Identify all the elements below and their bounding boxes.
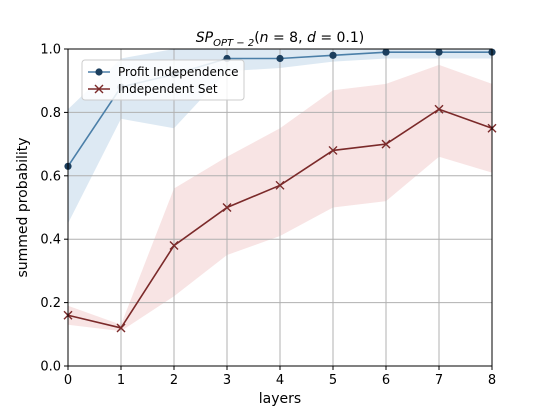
- x-tick-label-5: 5: [329, 373, 337, 388]
- x-tick-label-4: 4: [276, 373, 284, 388]
- point-series-0-7: [435, 48, 443, 56]
- legend-item-0: Profit Independence: [88, 65, 238, 79]
- x-tick-label-3: 3: [223, 373, 231, 388]
- point-series-1-4: [275, 180, 285, 190]
- y-tick-label-2: 0.4: [40, 233, 61, 248]
- legend-box: [81, 59, 245, 101]
- title-n-value: = 8,: [269, 30, 307, 46]
- chart-title: SPOPT − 2(n = 8, d = 0.1): [196, 30, 365, 49]
- axis-ticks: 0 1 2 3 4 5 6 7 8 0.0 0.2 0.4 0.6 0.8 1.0: [40, 43, 496, 389]
- x-axis-label: layers: [259, 391, 301, 407]
- legend-item-1: Independent Set: [88, 82, 218, 96]
- point-series-1-5: [328, 145, 338, 155]
- y-tick-label-3: 0.6: [40, 169, 61, 184]
- title-d-symbol: d: [307, 30, 316, 46]
- title-d-value: = 0.1): [316, 30, 364, 46]
- point-series-0-4: [276, 54, 284, 63]
- legend-label-1: Independent Set: [118, 82, 218, 96]
- x-tick-label-1: 1: [117, 373, 125, 388]
- x-tick-label-2: 2: [170, 373, 178, 388]
- title-n-symbol: n: [260, 30, 269, 46]
- point-series-0-6: [382, 48, 390, 56]
- point-series-0-5: [329, 51, 337, 59]
- title-open: (: [254, 30, 259, 46]
- y-tick-label-4: 0.8: [40, 106, 61, 121]
- x-tick-label-6: 6: [382, 373, 390, 388]
- point-series-1-6: [381, 139, 391, 149]
- point-series-1-2: [169, 241, 179, 251]
- x-tick-label-8: 8: [488, 373, 496, 388]
- point-series-1-3: [222, 203, 232, 212]
- point-series-1-1: [116, 323, 126, 333]
- y-axis-label: summed probability: [15, 137, 31, 277]
- legend-label-0: Profit Independence: [118, 65, 238, 79]
- point-series-1-7: [434, 104, 444, 114]
- y-tick-label-5: 1.0: [40, 43, 61, 58]
- y-tick-label-0: 0.0: [40, 360, 61, 375]
- x-tick-label-7: 7: [435, 373, 443, 388]
- title-main: SP: [196, 30, 214, 46]
- title-subscript: OPT − 2: [213, 38, 254, 49]
- x-tick-label-0: 0: [64, 373, 72, 388]
- legend: Profit Independence Independent Set: [81, 59, 245, 101]
- y-tick-label-1: 0.2: [40, 296, 61, 311]
